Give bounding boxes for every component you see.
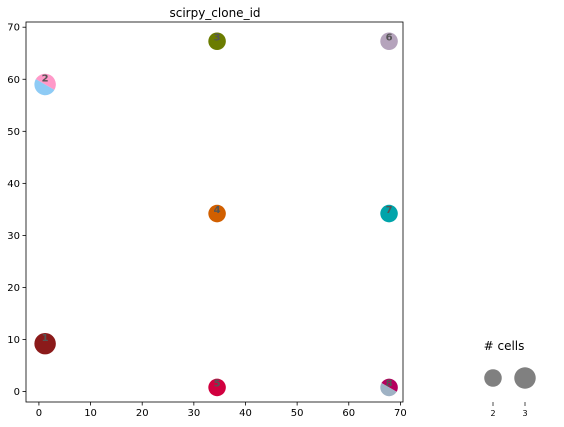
node-label: 6	[386, 32, 393, 43]
clone-node-3: 3	[208, 32, 226, 51]
x-tick-label: 10	[84, 408, 97, 419]
node-circle	[380, 204, 398, 223]
node-circle	[380, 32, 398, 51]
y-tick-label: 0	[14, 387, 20, 398]
x-tick-label: 70	[394, 408, 407, 419]
y-tick-label: 20	[7, 283, 20, 294]
legend-circle	[484, 369, 502, 387]
clone-node-4: 4	[208, 204, 226, 223]
plot-frame	[25, 21, 404, 403]
x-tick-label: 50	[291, 408, 304, 419]
legend-tick-label: 2	[490, 409, 495, 418]
node-circle	[208, 32, 226, 51]
x-tick-label: 20	[136, 408, 149, 419]
x-tick-label: 0	[36, 408, 42, 419]
x-tick-label: 60	[342, 408, 355, 419]
clone-node-8: 8	[380, 378, 398, 397]
node-label: 1	[42, 333, 49, 344]
x-axis: 0 10 20 30 40 50 60 70	[36, 402, 407, 419]
clone-nodes: 1 2 3 4 5 6 7 8	[34, 32, 398, 397]
legend-circle	[514, 367, 536, 389]
node-circle	[208, 204, 226, 223]
y-tick-label: 30	[7, 231, 20, 242]
x-tick-label: 30	[187, 408, 200, 419]
y-tick-label: 70	[7, 23, 20, 34]
chart-title: scirpy_clone_id	[169, 6, 260, 20]
clone-node-2: 2	[34, 73, 56, 96]
node-slice	[34, 79, 55, 96]
node-label: 2	[42, 74, 49, 85]
node-label: 4	[214, 205, 221, 216]
y-tick-label: 60	[7, 75, 20, 86]
legend-title: # cells	[484, 339, 525, 353]
clone-node-7: 7	[380, 204, 398, 223]
node-slice	[35, 73, 56, 90]
y-tick-label: 40	[7, 179, 20, 190]
y-axis: 0 10 20 30 40 50 60 70	[7, 23, 26, 398]
node-circle	[208, 378, 226, 397]
clone-node-5: 5	[208, 378, 226, 397]
clone-node-1: 1	[34, 332, 56, 355]
node-slice	[381, 378, 398, 392]
x-tick-label: 40	[239, 408, 252, 419]
legend-tick-label: 3	[522, 409, 527, 418]
clone-node-6: 6	[380, 32, 398, 51]
y-tick-label: 10	[7, 335, 20, 346]
node-label: 5	[214, 379, 221, 390]
node-label: 7	[386, 205, 393, 216]
node-slice	[380, 383, 397, 397]
y-tick-label: 50	[7, 127, 20, 138]
node-label: 3	[214, 32, 221, 43]
node-label: 8	[386, 379, 393, 390]
node-circle	[34, 332, 56, 355]
